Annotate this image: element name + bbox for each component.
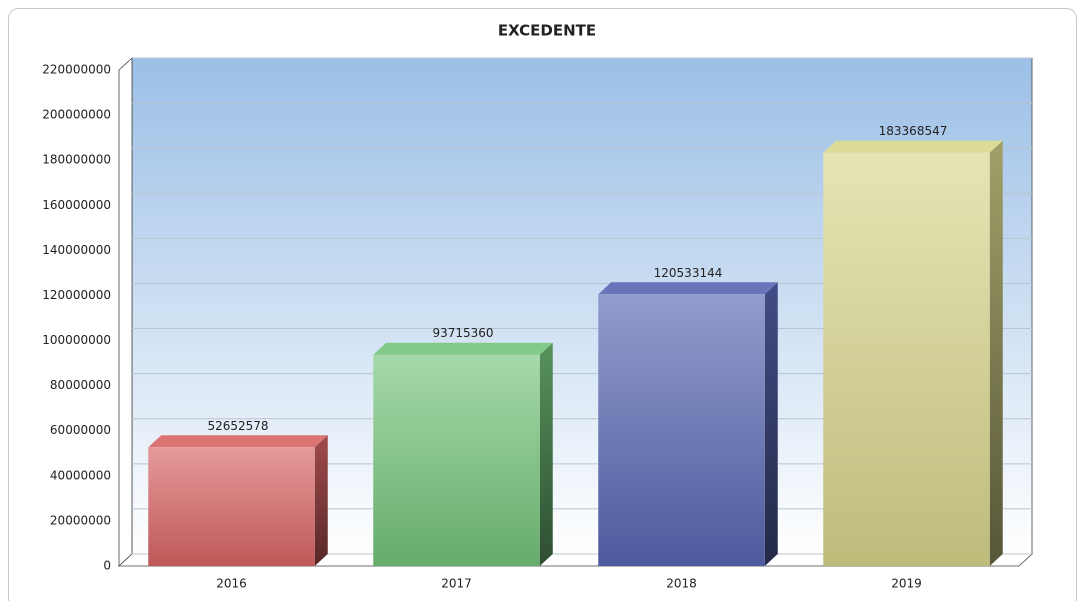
side-wall	[118, 57, 133, 567]
bar	[373, 354, 540, 566]
y-tick-label: 0	[103, 559, 111, 573]
value-label: 120533144	[654, 266, 723, 280]
bar-side	[989, 140, 1003, 566]
y-tick-label: 160000000	[42, 198, 111, 212]
bar-side	[314, 435, 328, 566]
x-tick-label: 2016	[216, 577, 247, 591]
chart-title: EXCEDENTE	[498, 22, 596, 40]
value-label: 93715360	[432, 326, 493, 340]
bar	[148, 447, 315, 566]
x-tick-label: 2017	[441, 577, 472, 591]
x-tick-label: 2019	[891, 577, 922, 591]
bar-top	[598, 282, 778, 295]
y-tick-label: 200000000	[42, 108, 111, 122]
y-tick-label: 60000000	[50, 423, 111, 437]
bar-top	[148, 435, 328, 448]
bar-top	[823, 140, 1003, 153]
bar	[823, 152, 990, 566]
value-label: 52652578	[207, 419, 268, 433]
y-tick-label: 100000000	[42, 333, 111, 347]
y-tick-label: 180000000	[42, 153, 111, 167]
y-tick-label: 40000000	[50, 468, 111, 482]
y-tick-label: 220000000	[42, 63, 111, 77]
bar-side	[539, 342, 553, 566]
bar	[598, 294, 765, 566]
y-tick-label: 80000000	[50, 378, 111, 392]
x-tick-label: 2018	[666, 577, 697, 591]
bar-side	[764, 282, 778, 566]
bar-top	[373, 342, 553, 355]
value-label: 183368547	[879, 124, 948, 138]
y-tick-label: 20000000	[50, 513, 111, 527]
y-tick-label: 140000000	[42, 243, 111, 257]
y-tick-label: 120000000	[42, 288, 111, 302]
